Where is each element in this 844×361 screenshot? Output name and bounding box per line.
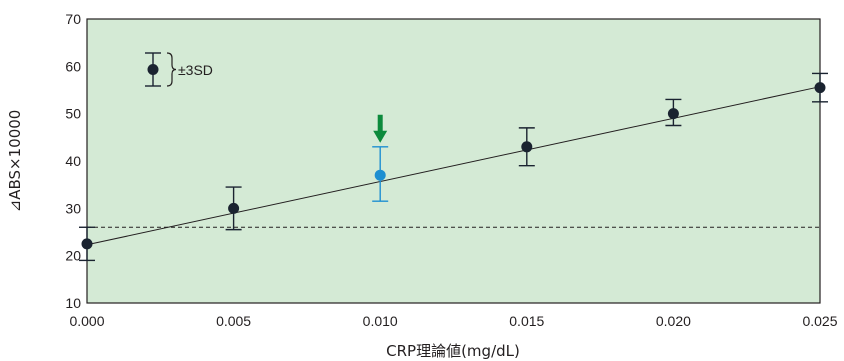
legend: ±3SD bbox=[145, 52, 213, 87]
data-point bbox=[667, 108, 679, 120]
y-tick-label: 40 bbox=[65, 153, 81, 169]
y-tick-label: 60 bbox=[65, 58, 81, 74]
x-tick-label: 0.000 bbox=[69, 313, 104, 329]
y-tick-label: 50 bbox=[65, 106, 81, 122]
down-arrow-icon bbox=[373, 114, 388, 143]
x-ticks: 0.000 0.005 0.010 0.015 0.020 0.025 bbox=[69, 313, 837, 329]
data-point bbox=[81, 238, 93, 250]
legend-marker bbox=[147, 64, 159, 75]
legend-label: ±3SD bbox=[178, 62, 213, 78]
x-tick-label: 0.025 bbox=[802, 313, 837, 329]
x-tick-label: 0.015 bbox=[509, 313, 544, 329]
data-point bbox=[228, 202, 240, 214]
fit-line bbox=[86, 86, 821, 246]
y-tick-label: 30 bbox=[65, 200, 81, 216]
data-point bbox=[374, 169, 386, 181]
data-points bbox=[79, 72, 828, 262]
x-tick-label: 0.020 bbox=[656, 313, 691, 329]
highlight-arrow bbox=[373, 114, 388, 143]
plot-area bbox=[86, 18, 821, 304]
y-axis-title: ⊿ABS×10000 bbox=[6, 110, 24, 213]
y-ticks: 10 20 30 40 50 60 70 bbox=[65, 11, 81, 311]
data-point bbox=[814, 82, 826, 94]
y-tick-label: 10 bbox=[65, 295, 81, 311]
x-tick-label: 0.010 bbox=[363, 313, 398, 329]
legend-brace bbox=[166, 52, 177, 87]
x-tick-label: 0.005 bbox=[216, 313, 251, 329]
x-axis-title: CRP理論値(mg/dL) bbox=[386, 342, 520, 360]
y-tick-label: 70 bbox=[65, 11, 81, 27]
y-tick-label: 20 bbox=[65, 248, 81, 264]
data-point bbox=[521, 141, 533, 153]
